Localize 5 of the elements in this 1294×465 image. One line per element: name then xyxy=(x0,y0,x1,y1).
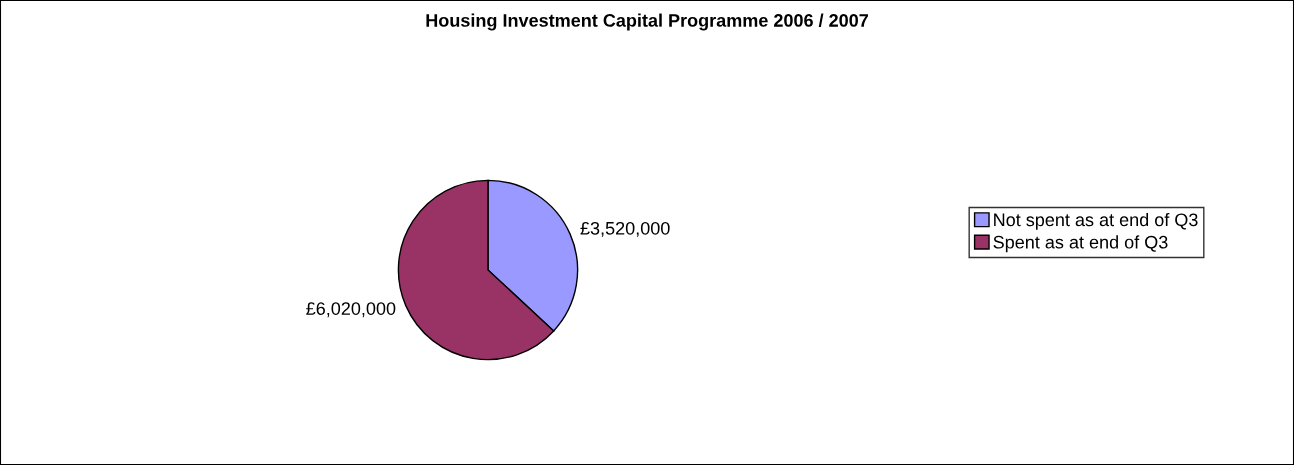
legend-label: Spent as at end of Q3 xyxy=(993,235,1168,253)
data-label: £3,520,000 xyxy=(580,221,670,237)
data-label: £6,020,000 xyxy=(306,302,396,318)
legend-label: Not spent as at end of Q3 xyxy=(994,212,1198,230)
chart-title: Housing Investment Capital Programme 2006 / 2007 xyxy=(426,13,868,31)
